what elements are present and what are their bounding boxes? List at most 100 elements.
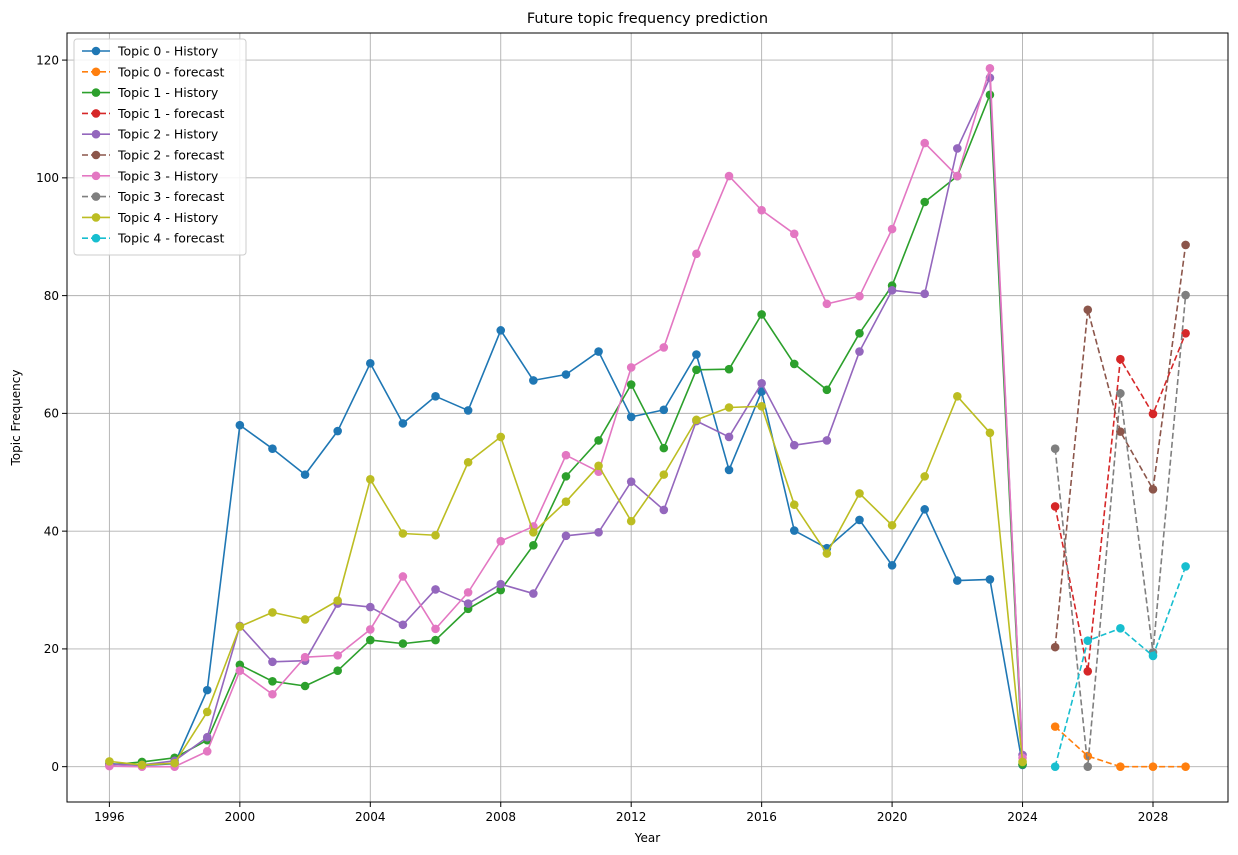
data-point <box>985 428 995 438</box>
data-point <box>235 660 245 670</box>
legend-label: Topic 1 - forecast <box>117 106 224 121</box>
legend-label: Topic 2 - History <box>117 127 219 142</box>
data-point <box>1083 305 1093 315</box>
data-point <box>822 385 832 395</box>
data-point <box>920 472 930 481</box>
x-tick-label: 2024 <box>1007 810 1038 824</box>
data-point <box>202 707 212 717</box>
legend-swatch-marker <box>91 67 101 77</box>
data-point <box>1181 328 1190 338</box>
data-point <box>235 420 245 430</box>
data-point <box>789 229 799 239</box>
data-point <box>333 596 342 605</box>
data-point <box>887 560 897 570</box>
legend-item: Topic 4 - forecast <box>82 231 224 246</box>
data-point <box>594 461 603 471</box>
x-tick-label: 2020 <box>877 810 908 824</box>
data-point <box>1116 354 1125 364</box>
data-point <box>496 432 506 442</box>
data-point <box>724 432 734 442</box>
x-tick-label: 2028 <box>1138 810 1169 824</box>
series-2 <box>1050 722 1190 771</box>
data-point <box>398 419 408 428</box>
data-point <box>757 402 766 411</box>
data-point <box>1083 762 1093 771</box>
legend-item: Topic 0 - forecast <box>82 64 224 79</box>
data-point <box>789 500 799 509</box>
y-tick-label: 40 <box>44 524 59 538</box>
legend-swatch-marker <box>91 46 101 56</box>
x-tick-label: 2016 <box>746 810 777 824</box>
y-tick-label: 60 <box>44 407 59 421</box>
data-point <box>496 579 506 589</box>
legend-label: Topic 0 - History <box>117 44 219 59</box>
data-point <box>855 328 864 338</box>
data-point <box>561 450 571 460</box>
data-point <box>724 403 734 412</box>
data-point <box>561 497 571 507</box>
legend-item: Topic 1 - History <box>82 85 219 100</box>
y-tick-label: 0 <box>51 760 59 774</box>
data-point <box>626 477 636 486</box>
data-point <box>920 289 930 299</box>
data-point <box>659 505 669 515</box>
data-point <box>365 475 375 484</box>
data-point <box>789 440 799 450</box>
data-point <box>757 387 766 396</box>
data-point <box>626 380 636 389</box>
data-point <box>235 622 245 631</box>
data-point <box>659 405 669 415</box>
data-point <box>1181 240 1190 250</box>
legend-swatch-marker <box>91 109 101 118</box>
data-point <box>431 392 440 401</box>
data-point <box>496 585 506 595</box>
data-point <box>529 540 538 550</box>
data-point <box>1181 290 1190 300</box>
x-tick-label: 2008 <box>485 810 516 824</box>
series-layer <box>105 64 1190 771</box>
data-point <box>365 602 375 612</box>
data-point <box>268 608 277 617</box>
data-point <box>202 747 212 756</box>
chart-title: Future topic frequency prediction <box>527 11 768 27</box>
data-point <box>333 651 342 660</box>
data-point <box>1050 642 1060 652</box>
legend-swatch-marker <box>91 171 101 181</box>
data-point <box>887 286 897 295</box>
legend-swatch-marker <box>91 192 101 201</box>
x-tick-label: 2012 <box>616 810 647 824</box>
data-point <box>887 224 897 234</box>
data-point <box>855 489 864 498</box>
y-tick-label: 80 <box>44 289 59 303</box>
data-point <box>202 732 212 742</box>
legend-item: Topic 2 - forecast <box>82 148 224 163</box>
data-point <box>920 197 930 207</box>
data-point <box>268 444 277 454</box>
data-point <box>365 625 375 634</box>
data-point <box>496 536 506 546</box>
data-point <box>398 639 408 648</box>
data-point <box>1116 762 1125 771</box>
data-point <box>1116 389 1125 398</box>
data-point <box>594 347 603 356</box>
data-point <box>953 171 962 181</box>
data-point <box>1050 502 1060 511</box>
legend-swatch-marker <box>91 150 101 160</box>
data-point <box>822 549 832 558</box>
legend-label: Topic 2 - forecast <box>117 148 224 163</box>
legend-swatch-marker <box>91 88 101 97</box>
data-point <box>300 652 310 662</box>
data-point <box>985 64 995 73</box>
data-point <box>431 585 440 594</box>
data-point <box>1018 757 1027 767</box>
series-line <box>1054 244 1187 648</box>
data-point <box>692 249 701 259</box>
data-point <box>463 406 473 415</box>
data-point <box>757 310 766 319</box>
legend-label: Topic 4 - History <box>117 210 219 225</box>
data-point <box>855 347 864 356</box>
data-point <box>431 635 440 645</box>
data-point <box>985 575 995 584</box>
data-point <box>333 666 342 675</box>
